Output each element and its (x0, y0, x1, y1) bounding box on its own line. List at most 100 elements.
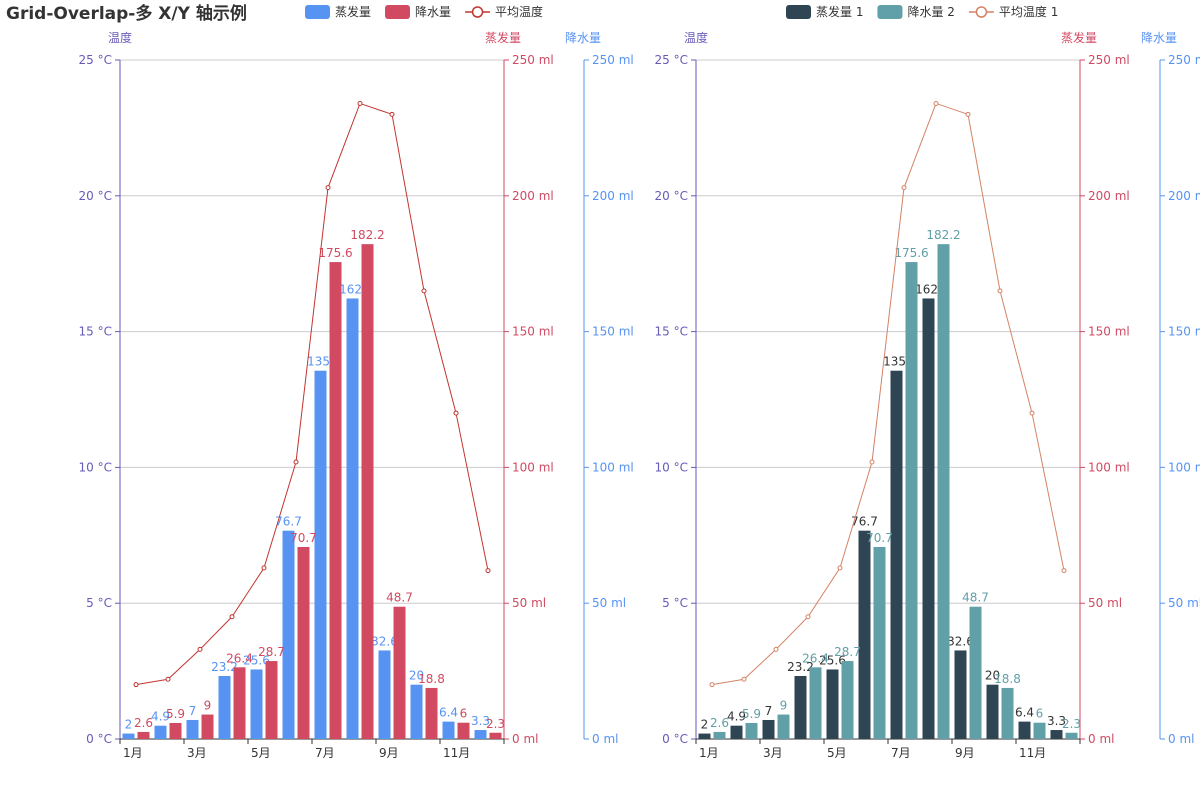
y-axis-name: 温度 (108, 30, 132, 45)
x-axis: 1月 3月 5月 7月 9月 11月 (119, 738, 505, 760)
x-tick-label: 1月 (699, 746, 719, 760)
y-tick-label: 50 ml (592, 596, 626, 610)
y-axis-evap: 0 ml 50 ml 100 ml 150 ml 200 ml 250 ml 蒸发量 (485, 30, 554, 746)
bar-label: 162. (915, 282, 942, 296)
y-tick-label: 25 °C (79, 53, 112, 67)
bar-label: 28.7 (834, 645, 861, 659)
legend-label: 降水量 2 (907, 5, 954, 19)
bar (489, 732, 502, 739)
legend-swatch (786, 5, 811, 19)
bar (858, 530, 871, 739)
bar-label: 7 (765, 704, 773, 718)
bar-label: 9 (780, 699, 788, 713)
bar-label: 4.9 (151, 710, 170, 724)
bar-label: 182.2 (926, 228, 960, 242)
bar (937, 244, 950, 739)
bar-label: 2.3 (1062, 717, 1081, 731)
bar-label: 135. (307, 355, 334, 369)
y-tick-label: 50 ml (1088, 596, 1122, 610)
bar (425, 687, 438, 739)
bar (730, 725, 743, 739)
bar-label: 5.9 (166, 707, 185, 721)
legend-label: 平均温度 1 (999, 4, 1058, 19)
bar-label: 18.8 (418, 672, 445, 686)
bar-label: 2 (125, 718, 133, 732)
bar (474, 730, 487, 739)
line-point (709, 682, 715, 688)
bar (873, 546, 886, 739)
bar (826, 669, 839, 739)
line-point (485, 568, 491, 574)
bar (954, 650, 967, 739)
bar (698, 733, 711, 739)
bar-label: 162. (339, 282, 366, 296)
bar (122, 733, 135, 739)
bar (1001, 687, 1014, 739)
line-point (197, 646, 203, 652)
y-axis-name: 降水量 (1141, 31, 1177, 45)
gridlines (696, 59, 1080, 740)
bar (410, 684, 423, 739)
bar-label: 135. (883, 355, 910, 369)
y-tick-label: 15 °C (655, 325, 688, 339)
bar (265, 661, 278, 739)
line-point (325, 185, 331, 191)
line-point (1061, 568, 1067, 574)
series-0: 2 4.9 7 23.2 25.6 76.7 135. 162. 32.6 20 6.4 3.3 (122, 282, 490, 739)
line-point (421, 288, 427, 294)
line-point (773, 646, 779, 652)
bar-label: 182.2 (350, 228, 384, 242)
y-tick-label: 200 ml (592, 189, 634, 203)
line-point (453, 410, 459, 416)
y-axis-evap: 0 ml 50 ml 100 ml 150 ml 200 ml 250 ml 蒸发量 (1061, 30, 1130, 746)
y-tick-label: 0 ml (1168, 732, 1194, 746)
bar-label: 3.3 (1047, 714, 1066, 728)
legend-label: 降水量 (415, 5, 451, 19)
bar (346, 298, 359, 739)
x-tick-label: 3月 (763, 746, 783, 760)
x-tick-label: 5月 (827, 746, 847, 760)
line-point (965, 111, 971, 117)
y-axis-precip: 0 ml 50 ml 100 ml 150 ml 200 ml 250 ml 降水量 (1141, 31, 1200, 746)
bar-label: 25.6 (243, 653, 270, 667)
bar-label: 20 (985, 669, 1000, 683)
y-tick-label: 0 °C (662, 732, 688, 746)
y-axis-temp: 0 °C 5 °C 10 °C 15 °C 20 °C 25 °C 温度 (79, 30, 132, 746)
bar-label: 2.6 (710, 716, 729, 730)
y-tick-label: 0 ml (592, 732, 618, 746)
y-tick-label: 15 °C (79, 325, 112, 339)
line-point (1029, 410, 1035, 416)
bar (986, 684, 999, 739)
bar-label: 3.3 (471, 714, 490, 728)
bar (762, 719, 775, 739)
y-tick-label: 250 ml (1088, 53, 1130, 67)
line-point (997, 288, 1003, 294)
series-1: 2.6 5.9 9 26.4 28.7 70.7 175.6 182.2 48.7 18.8 6 2.… (134, 228, 505, 739)
bar (218, 675, 231, 739)
bar (905, 262, 918, 739)
x-axis: 1月 3月 5月 7月 9月 11月 (695, 738, 1081, 760)
y-tick-label: 250 ml (512, 53, 554, 67)
bar (1018, 721, 1031, 739)
bar (297, 546, 310, 739)
line-point (165, 676, 171, 682)
bar-label: 48.7 (386, 591, 413, 605)
y-tick-label: 150 ml (1168, 325, 1200, 339)
y-tick-label: 100 ml (592, 460, 634, 474)
bar-label: 5.9 (742, 707, 761, 721)
bar-label: 175.6 (894, 246, 928, 260)
bar (186, 719, 199, 739)
gridlines (120, 59, 504, 740)
bar-label: 175.6 (318, 246, 352, 260)
line-point (133, 682, 139, 688)
y-tick-label: 200 ml (1088, 189, 1130, 203)
x-tick-label: 9月 (955, 746, 975, 760)
legend-item-1: 降水量 2 (877, 5, 955, 19)
line-point (261, 565, 267, 571)
bar (1065, 732, 1078, 739)
y-axis-name: 温度 (684, 30, 708, 45)
legend-swatch (877, 5, 903, 19)
bar-label: 70.7 (866, 531, 893, 545)
bar-label: 2.3 (486, 717, 505, 731)
